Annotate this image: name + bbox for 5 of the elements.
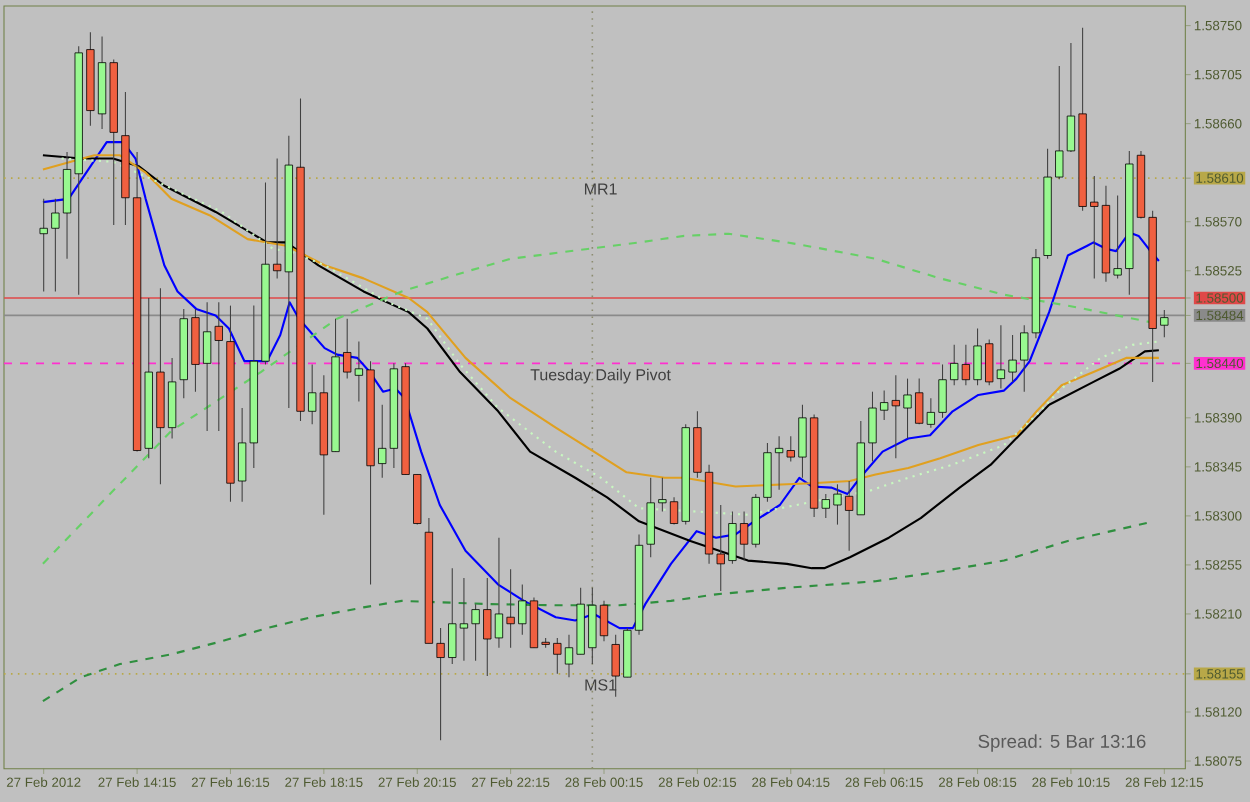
annotation: Spread: 5 Bar 13:16 [978,734,1146,752]
line-series [41,521,1151,703]
ref-line-label: Tuesday Daily Pivot [530,368,671,384]
ref-line-label: MR1 [584,183,617,195]
line-series [41,232,1151,565]
